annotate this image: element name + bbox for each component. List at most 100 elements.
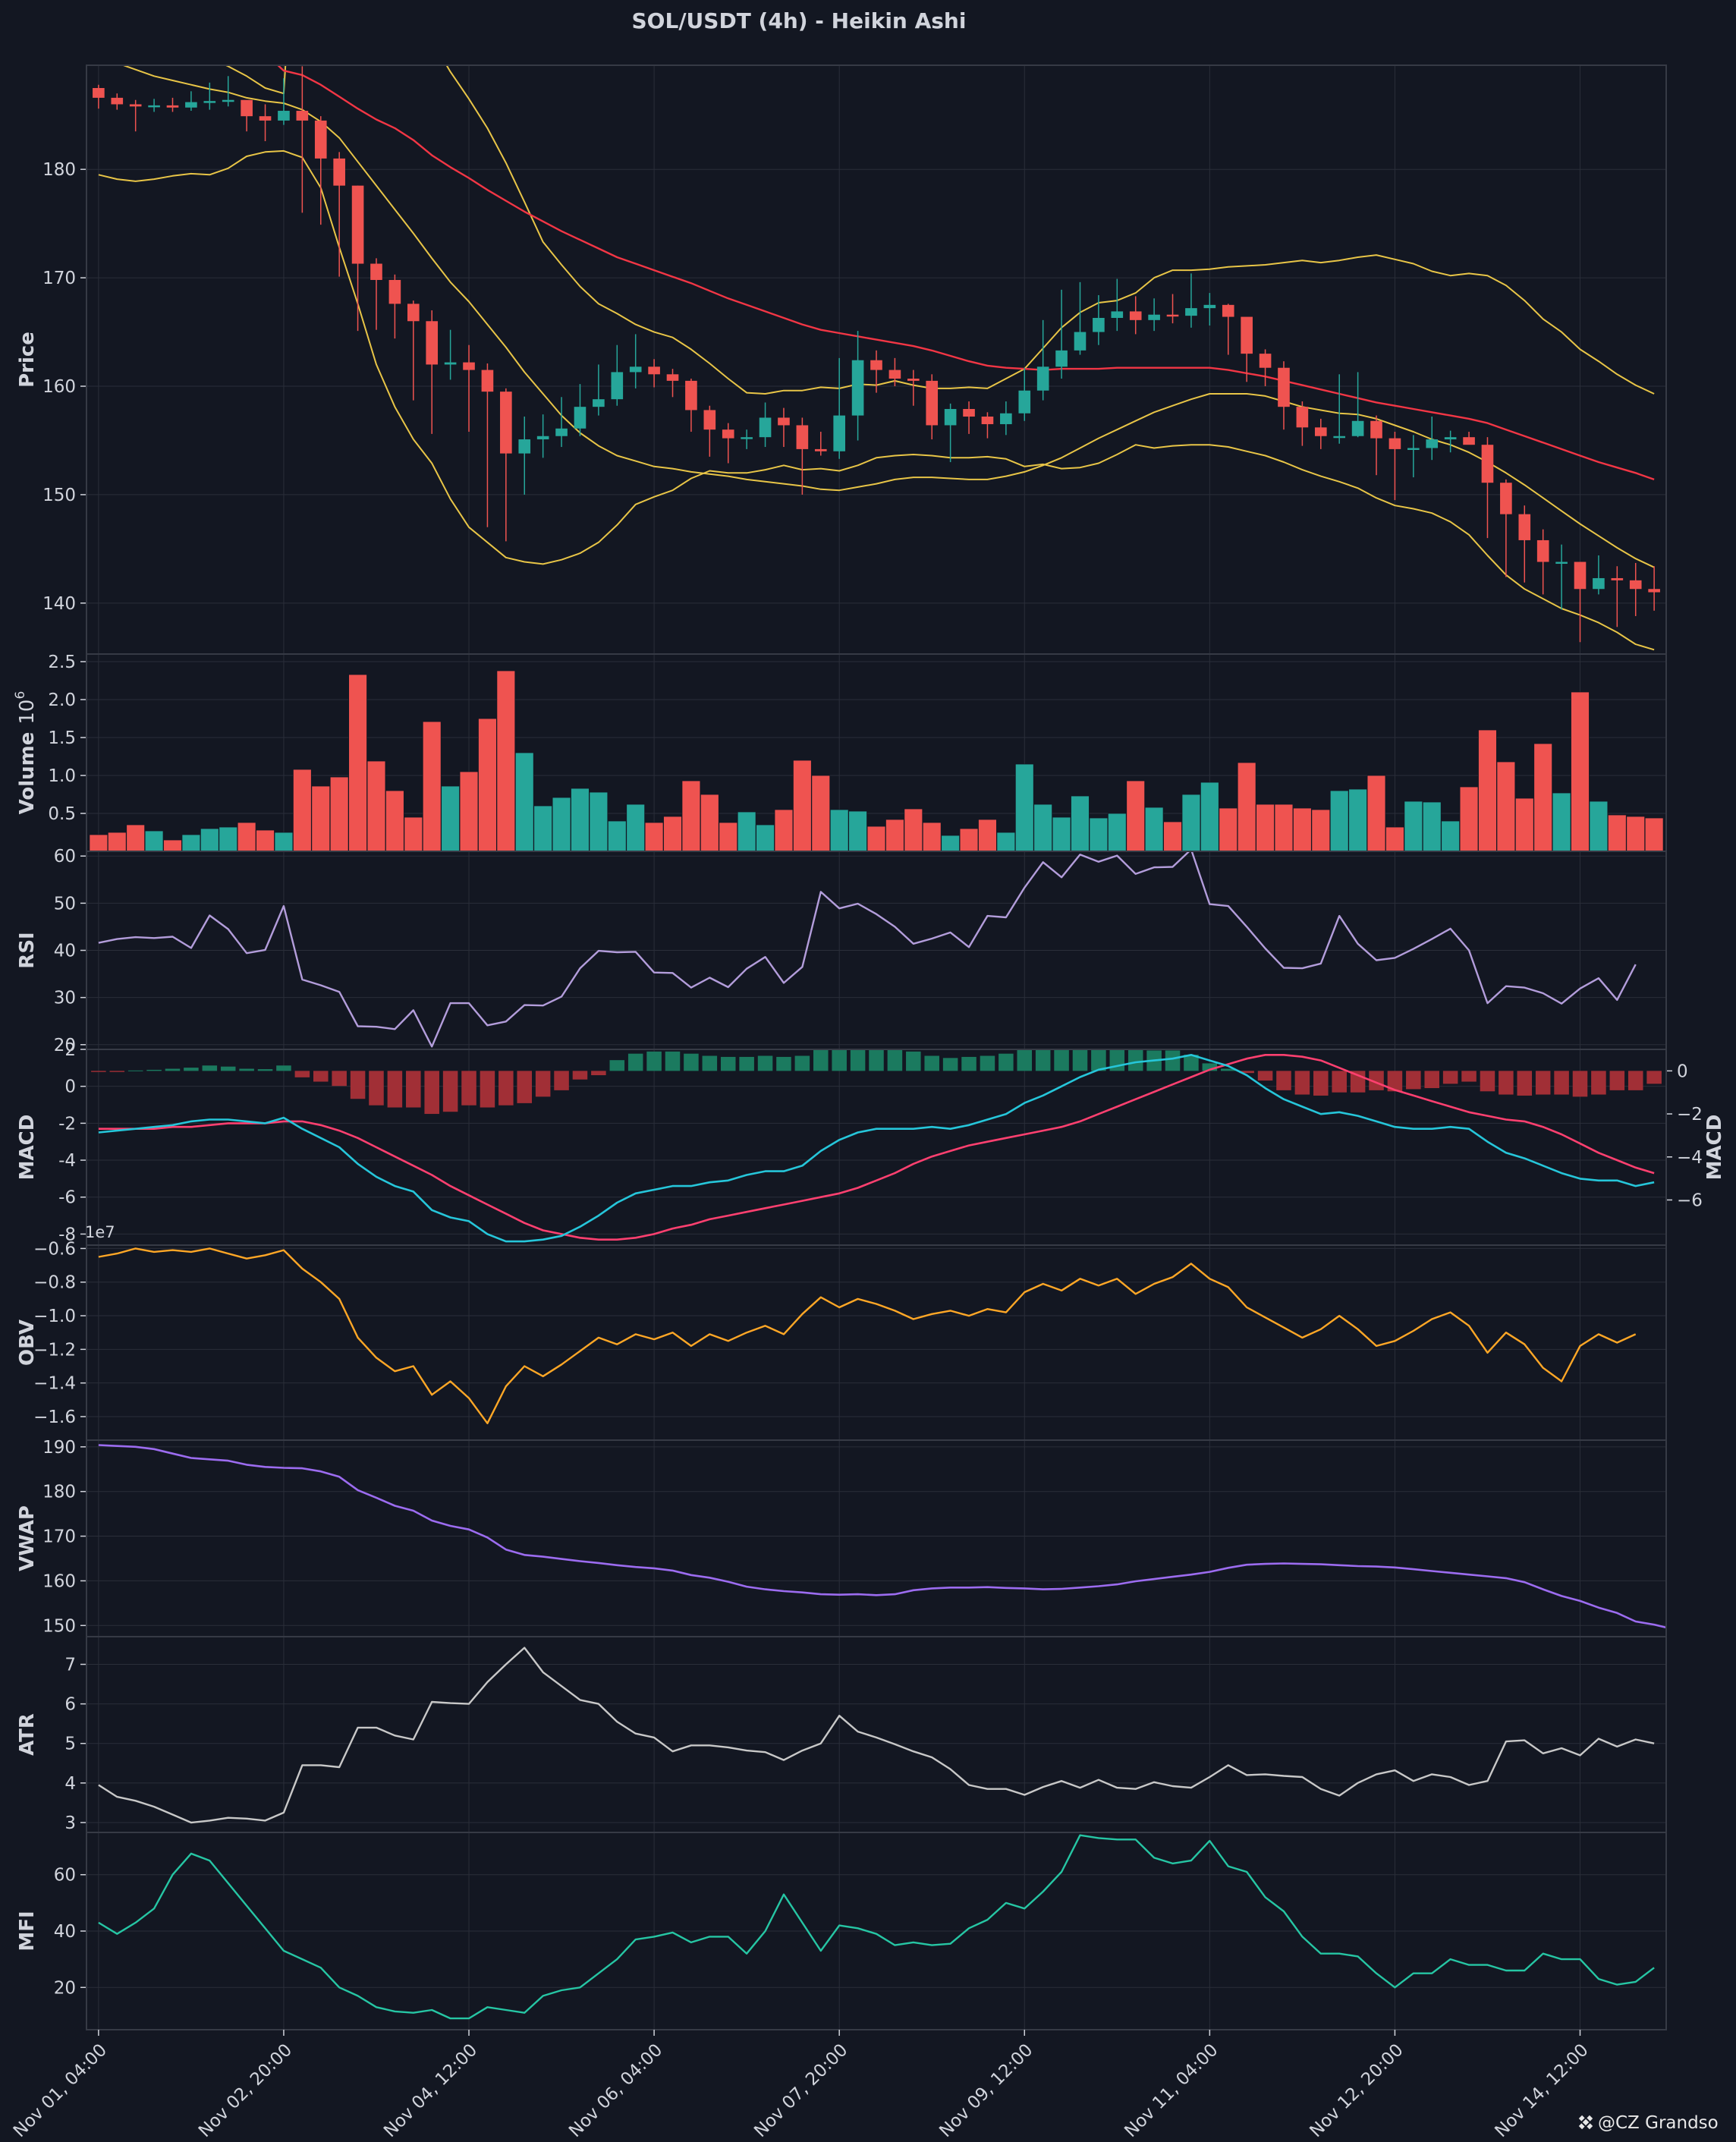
macd-hist-bar <box>1591 1071 1606 1095</box>
macd-hist-bar <box>1406 1071 1421 1090</box>
plot-area <box>89 670 1664 851</box>
candle-body <box>796 425 809 449</box>
chart-title: SOL/USDT (4h) - Heikin Ashi <box>632 8 967 33</box>
volume-bar <box>1033 804 1053 851</box>
candle-body <box>500 392 512 454</box>
volume-bar <box>385 790 404 851</box>
volume-bar <box>719 822 738 851</box>
bb-mid-line <box>121 65 1655 568</box>
candle-body <box>1055 350 1068 367</box>
x-tick-label: Nov 06, 04:00 <box>565 2040 666 2141</box>
macd-hist-bar <box>498 1071 514 1106</box>
volume-bar <box>1552 792 1571 851</box>
macd-hist-bar <box>1165 1050 1181 1071</box>
panel-volume: 0.5 1.0 1.5 2.0 2.5 Volume106 <box>13 653 1667 852</box>
macd-hist-bar <box>1387 1071 1403 1092</box>
y-tick-label: 1.0 <box>48 766 76 786</box>
macd-hist-bar <box>406 1071 421 1108</box>
candle-body <box>1148 314 1160 320</box>
volume-bar <box>107 832 127 851</box>
y2-tick-label: 0 <box>1677 1062 1688 1081</box>
volume-bar <box>1348 788 1367 851</box>
macd-hist-bar <box>1091 1049 1106 1071</box>
macd-hist-bar <box>1628 1071 1643 1090</box>
x-tick-label: Nov 07, 20:00 <box>750 2040 851 2141</box>
macd-hist-bar <box>591 1071 606 1076</box>
volume-bar <box>571 788 590 851</box>
macd-signal-line <box>98 1054 1655 1241</box>
candle-body <box>666 374 679 381</box>
candle-body <box>1093 317 1105 332</box>
watermark-text: @CZ Grandso <box>1598 2113 1719 2133</box>
volume-bar <box>1256 804 1275 851</box>
macd-hist-bar <box>313 1071 329 1082</box>
macd-hist-bar <box>461 1071 476 1106</box>
panel-background <box>86 1245 1666 1440</box>
macd-hist-bar <box>757 1055 773 1071</box>
y-axis-exponent: 10 <box>16 700 39 725</box>
plot-area <box>98 1247 1637 1425</box>
macd-hist-bar <box>1294 1071 1310 1095</box>
macd-hist-bar <box>887 1049 903 1071</box>
macd-hist-bar <box>1054 1049 1069 1071</box>
macd-hist-bar <box>924 1055 939 1071</box>
volume-bar <box>1181 794 1201 851</box>
candle-body <box>888 370 901 379</box>
y-tick-label: −0.6 <box>33 1239 76 1259</box>
macd-hist-bar <box>369 1071 384 1106</box>
macd-hist-bar <box>572 1071 588 1080</box>
candle-body <box>444 362 457 365</box>
volume-bar <box>126 824 146 851</box>
macd-hist-bar <box>1572 1071 1588 1097</box>
candle-body <box>981 417 994 425</box>
macd-hist-bar <box>554 1071 569 1090</box>
macd-hist-bar <box>627 1053 643 1071</box>
macd-hist-bar <box>1442 1071 1458 1084</box>
macd-hist-bar <box>1313 1071 1329 1096</box>
y-tick-label: 40 <box>54 942 76 961</box>
candle-body <box>241 99 253 117</box>
y-tick-label: 2.0 <box>48 690 76 710</box>
y-tick-label: 40 <box>54 1922 76 1942</box>
macd-hist-bar <box>1239 1071 1254 1074</box>
macd-hist-bar <box>1646 1071 1662 1084</box>
volume-bar <box>422 721 442 851</box>
volume-bar <box>941 835 960 851</box>
macd-hist-bar <box>1480 1071 1495 1092</box>
volume-bar <box>1014 763 1034 851</box>
y-tick-label: -2 <box>58 1114 76 1134</box>
candle-body <box>1481 445 1494 483</box>
volume-bar <box>811 775 831 851</box>
volume-bar <box>848 810 867 851</box>
y-tick-label: 0 <box>64 1077 76 1097</box>
candle-body <box>1407 448 1420 450</box>
volume-bar <box>1237 762 1256 851</box>
candle-body <box>333 158 345 186</box>
x-tick-label: Nov 11, 04:00 <box>1121 2040 1222 2141</box>
macd-hist-bar <box>294 1071 310 1077</box>
macd-hist-bar <box>387 1071 403 1108</box>
volume-bar <box>996 832 1016 851</box>
y-tick-label: −1.2 <box>33 1340 76 1360</box>
plot-area <box>98 1444 1666 1629</box>
x-tick-label: Nov 14, 12:00 <box>1492 2040 1593 2141</box>
macd-hist-bar <box>942 1058 958 1071</box>
volume-bar <box>1052 816 1071 851</box>
candle-body <box>963 409 975 417</box>
volume-bar <box>885 819 904 851</box>
x-tick-label: Nov 12, 20:00 <box>1306 2040 1407 2141</box>
volume-bar <box>904 808 923 851</box>
mfi-line <box>98 1834 1655 2020</box>
panel-background <box>86 1049 1666 1245</box>
y-tick-label: 60 <box>54 847 76 867</box>
volume-bar <box>1293 807 1312 851</box>
candle-body <box>1166 314 1179 317</box>
panel-rsi: 20 30 40 50 60 RSI <box>16 847 1667 1055</box>
y2-tick-label: −6 <box>1677 1191 1703 1210</box>
volume-bar <box>404 816 423 851</box>
macd-hist-bar <box>202 1065 218 1071</box>
macd-hist-bar <box>1332 1071 1347 1093</box>
candle-body <box>778 417 790 426</box>
macd-hist-bar <box>1499 1071 1514 1095</box>
y-tick-label: 20 <box>54 1978 76 1998</box>
